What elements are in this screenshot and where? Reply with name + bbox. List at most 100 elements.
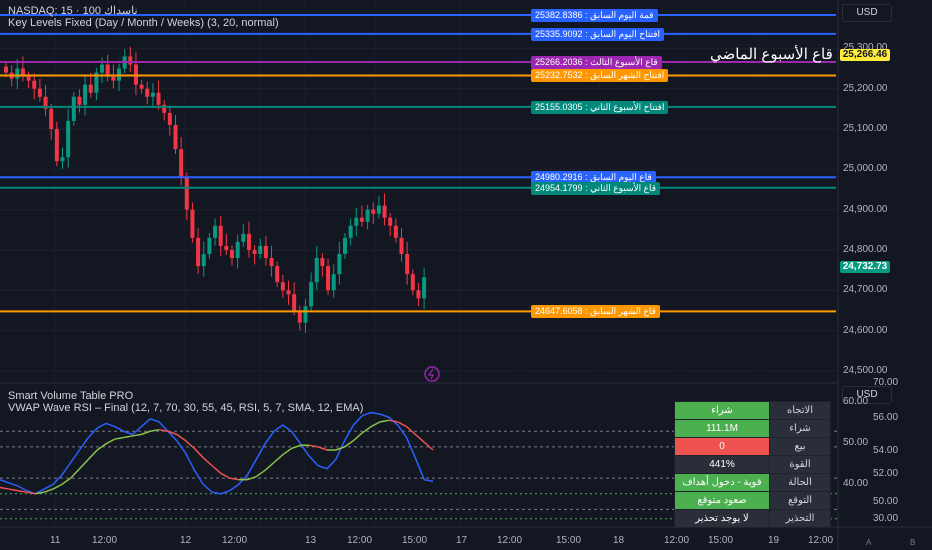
rsi-ema-segment bbox=[52, 483, 63, 490]
time-axis-tick: 15:00 bbox=[402, 535, 428, 546]
candle-body bbox=[410, 274, 415, 291]
rsi-axis-tick: 56.00 bbox=[873, 412, 899, 423]
candle-body bbox=[145, 88, 150, 97]
candle-body bbox=[43, 96, 48, 109]
rsi-ema-segment bbox=[96, 443, 107, 451]
rsi-ema-segment bbox=[264, 461, 275, 471]
table-row: لا يوجد تحذير التحذير bbox=[674, 509, 831, 528]
key-level-label: افتتاح الشهر السابق : 25232.7532 bbox=[531, 69, 669, 83]
table-label: الاتجاه bbox=[769, 401, 831, 420]
candle-body bbox=[365, 209, 370, 222]
candle-body bbox=[309, 282, 314, 307]
price-axis-tick: 24,700.00 bbox=[843, 284, 888, 296]
candle-body bbox=[314, 258, 319, 283]
rsi-ema-segment bbox=[8, 488, 18, 492]
rsi-ema-segment bbox=[141, 430, 151, 436]
table-value: لا يوجد تحذير bbox=[674, 509, 770, 528]
candle-body bbox=[100, 64, 105, 73]
candle-body bbox=[258, 245, 263, 254]
key-level-label: قاع الأسبوع الثالث : 25266.2036 bbox=[531, 56, 662, 69]
price-axis-tick: 24,500.00 bbox=[843, 364, 888, 376]
candle-body bbox=[359, 217, 364, 222]
candle-body bbox=[128, 56, 133, 65]
time-axis-tick: 18 bbox=[613, 535, 625, 546]
rsi-ema-segment bbox=[273, 454, 284, 464]
table-row: 441% القوة bbox=[674, 455, 831, 474]
key-level-label: قاع الأسبوع الثاني : 24954.1799 bbox=[531, 181, 661, 195]
candle-body bbox=[422, 277, 427, 299]
rsi-ema-segment bbox=[291, 444, 301, 450]
indicator-title[interactable]: Key Levels Fixed (Day / Month / Weeks) (… bbox=[8, 17, 279, 29]
candle-body bbox=[105, 64, 110, 77]
candle-body bbox=[54, 129, 59, 162]
table-row: 0 بيع bbox=[674, 437, 831, 456]
candle-body bbox=[26, 76, 31, 81]
time-axis-tick: 12:00 bbox=[92, 535, 118, 546]
rsi-ema-segment bbox=[87, 449, 98, 460]
key-level-label: قاع اليوم السابق : 24980.2916 bbox=[531, 171, 656, 185]
candle-body bbox=[111, 76, 116, 81]
table-label: التحذير bbox=[769, 509, 831, 528]
candle-body bbox=[150, 92, 155, 97]
candle-body bbox=[246, 233, 251, 250]
candle-body bbox=[60, 157, 65, 162]
rsi-axis-tick: 70.00 bbox=[873, 377, 899, 388]
current-price-label: 24,732.73 bbox=[840, 261, 890, 273]
time-axis-tick: 12:00 bbox=[347, 535, 373, 546]
price-axis-tick: 25,100.00 bbox=[843, 123, 888, 134]
candle-body bbox=[196, 237, 201, 267]
time-axis-tick: 12:00 bbox=[808, 535, 834, 546]
currency-button[interactable]: USD bbox=[842, 4, 892, 22]
candle-body bbox=[348, 225, 353, 238]
table-row: شراء الاتجاه bbox=[674, 401, 831, 420]
candle-body bbox=[20, 68, 25, 77]
candle-body bbox=[207, 237, 212, 254]
rsi-ema-segment bbox=[114, 436, 124, 440]
rsi-ema-segment bbox=[123, 435, 133, 439]
log-scale-button[interactable]: B bbox=[910, 538, 916, 547]
key-level-label: افتتاح اليوم السابق : 25335.9092 bbox=[531, 27, 665, 41]
candle-body bbox=[371, 209, 376, 214]
table-value: صعود متوقع bbox=[674, 491, 770, 510]
key-level-label: قمة اليوم السابق : 25382.8386 bbox=[531, 8, 658, 22]
time-axis-tick: 17 bbox=[456, 535, 468, 546]
event-icon[interactable] bbox=[424, 366, 440, 382]
rsi-ema-segment bbox=[282, 447, 293, 456]
rsi-ema-segment bbox=[26, 491, 36, 495]
symbol-title[interactable]: NASDAQ: 15 · ناسداك 100 bbox=[8, 5, 138, 17]
rsi-ema-segment bbox=[202, 457, 213, 467]
candle-body bbox=[173, 124, 178, 150]
rsi-ema-segment bbox=[379, 419, 389, 423]
table-value: 441% bbox=[674, 455, 770, 474]
rsi-ema-segment bbox=[255, 469, 266, 478]
rsi-currency-button[interactable]: USD bbox=[842, 386, 892, 404]
rsi-indicator-title[interactable]: VWAP Wave RSI – Final (12, 7, 70, 30, 55… bbox=[8, 402, 364, 414]
candle-body bbox=[331, 274, 336, 291]
candle-body bbox=[66, 120, 71, 158]
rsi-ema-segment bbox=[247, 475, 257, 481]
key-level-lines bbox=[0, 13, 836, 313]
candle-body bbox=[337, 253, 342, 275]
rsi-axis-tick: 60.00 bbox=[843, 396, 869, 407]
candle-body bbox=[179, 149, 184, 178]
rsi-ema-segment bbox=[150, 428, 160, 432]
rsi-ema-segment bbox=[35, 491, 45, 495]
key-level-label: قاع الشهر السابق : 24647.6058 bbox=[531, 305, 660, 319]
candlestick-series bbox=[4, 46, 427, 334]
candle-body bbox=[167, 112, 172, 125]
candle-body bbox=[354, 217, 359, 226]
rsi-ema-segment bbox=[220, 472, 231, 479]
candle-body bbox=[37, 88, 42, 97]
price-axis-tick: 25,200.00 bbox=[843, 82, 888, 94]
key-level-label: افتتاح الأسبوع الثاني : 25155.0305 bbox=[531, 100, 669, 114]
rsi-ema-segment bbox=[405, 426, 416, 435]
rsi-ema-segment bbox=[193, 447, 204, 459]
table-value: 0 bbox=[674, 437, 770, 456]
candle-body bbox=[405, 253, 410, 275]
price-axis-tick: 24,600.00 bbox=[843, 324, 888, 336]
auto-scale-button[interactable]: A bbox=[866, 538, 872, 547]
candle-body bbox=[416, 290, 421, 299]
rsi-axis-tick: 54.00 bbox=[873, 445, 899, 456]
time-axis-tick: 11 bbox=[50, 535, 61, 546]
smart-volume-title[interactable]: Smart Volume Table PRO bbox=[8, 390, 134, 402]
